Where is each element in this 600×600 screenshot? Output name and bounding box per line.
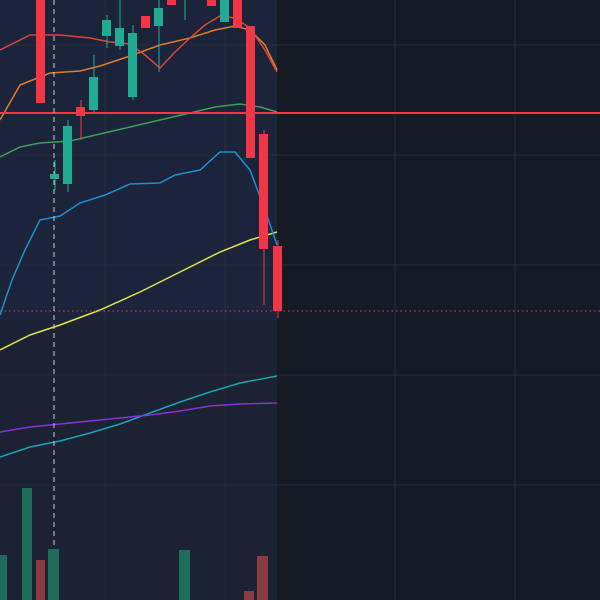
candle-bear bbox=[246, 26, 255, 158]
candle-bull bbox=[115, 28, 124, 46]
candle-bear bbox=[36, 0, 45, 103]
volume-bar bbox=[22, 488, 32, 600]
volume-bar bbox=[244, 591, 254, 600]
volume-bar bbox=[179, 550, 190, 600]
candle-bull bbox=[50, 174, 59, 179]
candle-bear bbox=[207, 0, 216, 6]
candle-bear bbox=[259, 134, 268, 249]
volume-bars bbox=[0, 488, 268, 600]
candle-bear bbox=[76, 107, 85, 116]
ma-yellow bbox=[0, 231, 278, 351]
volume-bar bbox=[48, 549, 59, 600]
candle-bull bbox=[128, 33, 137, 97]
candle-bull bbox=[63, 126, 72, 184]
candle-bear bbox=[233, 0, 242, 28]
volume-bar bbox=[36, 560, 45, 600]
candle-bull bbox=[89, 77, 98, 110]
candle-bull bbox=[220, 0, 229, 22]
candle-bull bbox=[102, 20, 111, 36]
volume-bar bbox=[257, 556, 268, 600]
candle-bear bbox=[141, 16, 150, 28]
ma-teal bbox=[0, 375, 278, 458]
candle-bear bbox=[273, 246, 282, 311]
volume-bar bbox=[0, 555, 7, 600]
ma-green bbox=[0, 103, 278, 158]
candles bbox=[36, 0, 282, 318]
candle-bull bbox=[154, 8, 163, 26]
candle-bear bbox=[167, 0, 176, 5]
band-red bbox=[0, 15, 278, 73]
ma-purple bbox=[0, 402, 278, 433]
band-blue bbox=[0, 151, 278, 316]
